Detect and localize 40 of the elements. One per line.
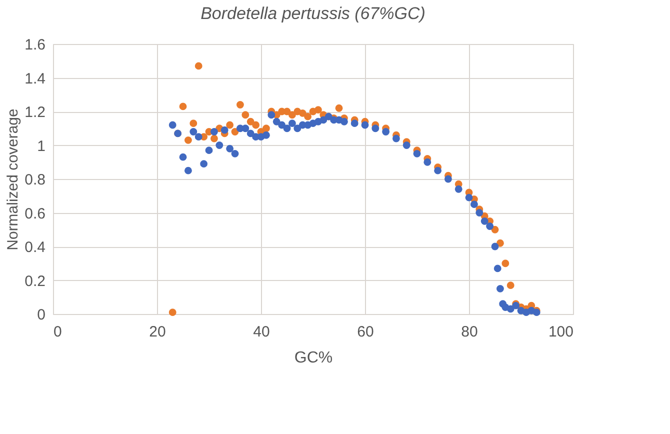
- y-tick-label: 0.4: [24, 239, 46, 256]
- point: [246, 118, 254, 126]
- point: [304, 112, 312, 120]
- y-tick-label: 1: [37, 138, 46, 155]
- x-tick-label: 40: [253, 324, 270, 340]
- point: [226, 121, 234, 129]
- chart-title: Bordetella pertussis (67%GC): [200, 4, 426, 23]
- point: [314, 106, 322, 114]
- point: [242, 111, 250, 119]
- x-tick-label: 0: [54, 324, 62, 340]
- point: [288, 111, 296, 119]
- y-tick-label: 0.2: [24, 272, 46, 290]
- point: [231, 128, 239, 136]
- point: [190, 120, 198, 128]
- y-tick-label: 0.8: [24, 172, 46, 188]
- x-tick-label: 100: [548, 324, 574, 340]
- point: [168, 308, 176, 316]
- point: [236, 101, 244, 108]
- point: [210, 134, 218, 142]
- point: [298, 109, 306, 117]
- point: [262, 124, 270, 132]
- point: [496, 239, 504, 247]
- point: [502, 260, 510, 268]
- point: [184, 136, 192, 144]
- y-axis-title: Normalized coverage: [4, 108, 22, 250]
- point: [506, 282, 514, 290]
- point: [194, 62, 202, 70]
- y-tick-label: 1.6: [24, 36, 46, 54]
- y-tick-label: 1.2: [24, 104, 46, 121]
- x-tick-label: 60: [357, 324, 374, 340]
- point: [252, 121, 260, 129]
- y-tick-label: 0: [37, 306, 46, 324]
- y-tick-label: 0.6: [24, 205, 46, 222]
- point: [491, 226, 499, 234]
- point: [335, 104, 343, 112]
- y-tick-label: 1.4: [24, 70, 46, 88]
- x-axis-title: GC%: [294, 350, 333, 366]
- point: [179, 102, 187, 110]
- x-tick-label: 80: [461, 324, 478, 340]
- x-tick-label: 20: [149, 324, 166, 340]
